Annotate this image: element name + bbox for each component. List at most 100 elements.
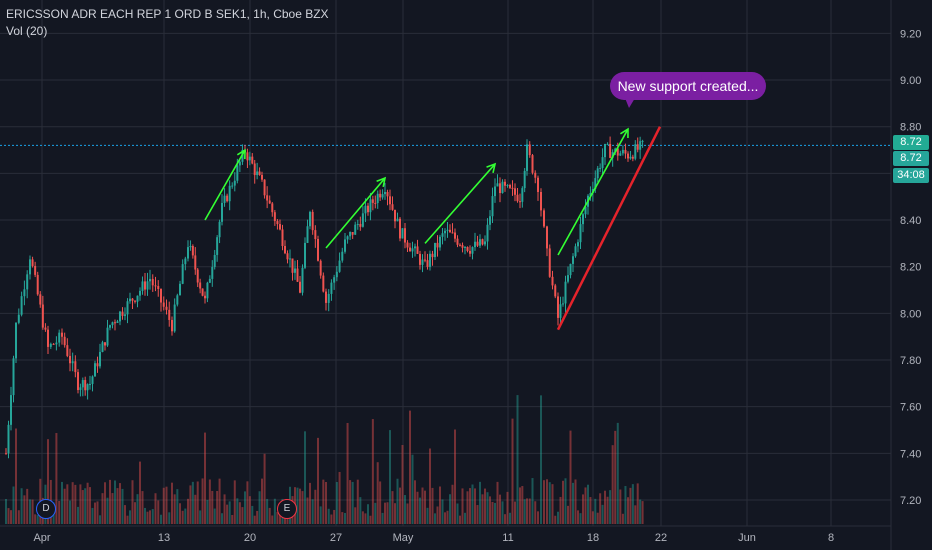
candle-body — [284, 245, 286, 254]
volume-bar — [476, 505, 479, 524]
candle-body — [346, 236, 349, 240]
candle-body — [429, 253, 431, 267]
candle-body — [464, 247, 466, 249]
volume-bar — [444, 512, 446, 524]
trend-arrow-head — [376, 176, 387, 188]
candle-body — [136, 295, 139, 302]
time-tick-label: May — [393, 532, 414, 544]
candle-body — [361, 213, 364, 227]
volume-bar — [426, 507, 429, 524]
candle-body — [330, 282, 333, 294]
candle-body — [94, 363, 96, 377]
trend-arrows[interactable] — [204, 127, 629, 256]
volume-bar — [114, 480, 116, 524]
volume-bar — [106, 497, 109, 524]
candle-body — [506, 185, 509, 187]
volume-bar — [509, 512, 511, 524]
volume-bar — [528, 498, 531, 524]
price-tick-label: 9.00 — [900, 75, 921, 87]
candle-body — [406, 242, 409, 248]
candle-body — [160, 289, 162, 303]
volume-bar — [494, 502, 496, 524]
annotation-callout[interactable]: New support created... — [610, 72, 766, 100]
time-tick-label: 22 — [655, 532, 667, 544]
candle-body — [165, 306, 168, 310]
volume-bar — [71, 482, 74, 524]
candle-body — [273, 212, 276, 222]
volume-histogram — [5, 395, 644, 524]
volume-bar — [213, 508, 216, 524]
candle-body — [572, 256, 574, 264]
resistance-price-tag: 8.72 — [893, 135, 929, 150]
candle-body — [17, 314, 20, 323]
volume-bar — [604, 490, 606, 524]
candle-body — [584, 206, 587, 215]
volume-bar — [511, 418, 514, 524]
price-axis[interactable]: 9.209.008.808.608.408.208.007.807.607.40… — [900, 28, 921, 507]
volume-bar — [63, 488, 66, 524]
time-tick-label: 27 — [330, 532, 342, 544]
candle-body — [84, 380, 87, 391]
candle-body — [619, 153, 622, 156]
candle-body — [134, 300, 136, 302]
volume-bar — [557, 511, 559, 524]
candle-body — [149, 278, 151, 282]
volume-bar — [589, 497, 592, 524]
candle-body — [354, 224, 357, 235]
time-axis[interactable]: Apr 13 20 27 May 11 18 22 Jun 8 — [33, 532, 834, 544]
candle-body — [20, 296, 23, 315]
candle-body — [106, 327, 109, 346]
symbol-title[interactable]: ERICSSON ADR EACH REP 1 ORD B SEK1, 1h, … — [6, 7, 329, 21]
time-tick-label: 18 — [587, 532, 599, 544]
volume-bar — [491, 501, 494, 524]
volume-bar — [5, 499, 7, 524]
candle-body — [627, 153, 629, 159]
volume-bar — [256, 510, 259, 524]
volume-bar — [579, 513, 582, 524]
candle-body — [419, 253, 421, 265]
dividend-marker[interactable]: D — [36, 499, 56, 519]
volume-indicator-label[interactable]: Vol (20) — [6, 24, 48, 38]
volume-bar — [564, 478, 567, 524]
candle-body — [559, 304, 562, 318]
volume-bar — [562, 480, 564, 524]
volume-bar — [354, 507, 357, 524]
volume-bar — [238, 502, 241, 524]
candle-body — [126, 301, 129, 315]
candle-body — [299, 281, 301, 293]
trend-arrow-head — [486, 162, 497, 174]
volume-bar — [61, 481, 63, 524]
support-trendline[interactable] — [556, 126, 662, 331]
volume-bar — [20, 488, 23, 524]
earnings-marker[interactable]: E — [277, 499, 297, 519]
volume-bar — [131, 480, 134, 524]
volume-bar — [66, 484, 69, 524]
candle-body — [114, 322, 116, 324]
volume-bar — [484, 488, 486, 524]
volume-bar — [404, 495, 406, 524]
price-tick-label: 8.00 — [900, 308, 921, 320]
candle-body — [389, 196, 391, 205]
candle-body — [34, 265, 37, 275]
candle-body — [124, 314, 126, 316]
candle-body — [521, 188, 524, 202]
candle-body — [15, 322, 17, 359]
candle-body — [582, 214, 584, 225]
volume-bar — [496, 481, 499, 524]
volume-bar — [160, 514, 162, 524]
candle-body — [204, 295, 206, 299]
candle-body — [562, 303, 564, 305]
candle-body — [26, 274, 29, 290]
candle-body — [231, 185, 234, 187]
candle-body — [374, 202, 377, 204]
volume-bar — [506, 491, 509, 524]
volume-bar — [244, 491, 246, 524]
volume-bar — [543, 480, 545, 524]
candle-body — [421, 259, 424, 265]
volume-bar — [154, 493, 157, 524]
candle-body — [416, 246, 419, 254]
candle-body — [611, 152, 614, 158]
volume-bar — [322, 479, 325, 524]
volume-bar — [119, 483, 121, 524]
